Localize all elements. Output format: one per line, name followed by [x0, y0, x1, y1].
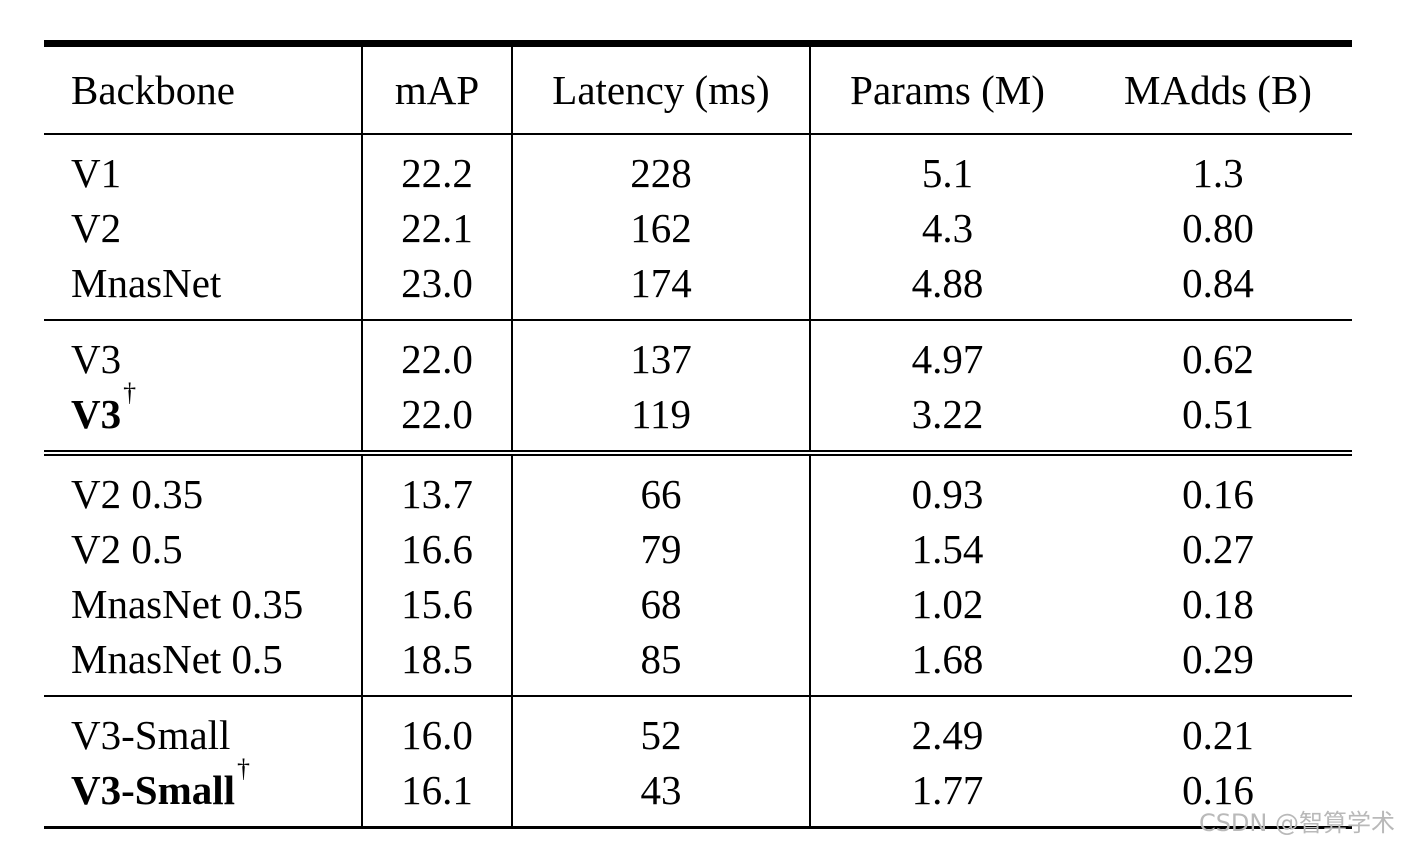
cell-backbone: V3† — [44, 380, 363, 456]
header-latency: Latency (ms) — [512, 47, 811, 135]
cell-params: 0.93 — [911, 471, 984, 517]
cell-map: 22.1 — [362, 201, 513, 256]
cell-params: 4.88 — [810, 256, 1084, 321]
table-row: MnasNet 23.0 174 4.88 0.84 — [44, 256, 1352, 321]
cell-madds: 0.16 — [1182, 471, 1254, 517]
cell-params: 1.54 — [911, 526, 984, 572]
cell-latency: 137 — [512, 320, 811, 387]
cell-map: 22.2 — [362, 134, 513, 201]
backbone-name: V3-Small — [71, 767, 235, 813]
table-row: V3-Small 16.0 52 2.49 0.21 — [44, 696, 1352, 763]
watermark: CSDN @智算学术 — [1198, 809, 1395, 837]
cell-madds: 0.29 — [1084, 632, 1352, 697]
table-row: V2 22.1 162 4.3 0.80 — [44, 201, 1352, 256]
cell-map: 23.0 — [362, 256, 513, 321]
cell-madds: 0.80 — [1182, 205, 1254, 251]
cell-map: 16.6 — [362, 522, 513, 577]
cell-map: 16.1 — [362, 763, 513, 826]
header-params: Params (M) — [810, 47, 1084, 135]
cell-latency: 174 — [512, 256, 811, 321]
cell-madds: 0.84 — [1084, 256, 1352, 321]
cell-backbone: MnasNet — [44, 256, 363, 321]
cell-madds: 0.18 — [1182, 581, 1254, 627]
table-row: V2 0.5 16.6 79 1.54 0.27 — [44, 522, 1352, 577]
cell-backbone: MnasNet 0.5 — [44, 632, 363, 697]
table-row: MnasNet 0.35 15.6 68 1.02 0.18 — [44, 577, 1352, 632]
cell-params: 2.49 — [911, 712, 984, 758]
cell-map: 16.0 — [362, 696, 513, 763]
cell-map: 22.0 — [362, 320, 513, 387]
cell-backbone: V3-Small† — [44, 756, 363, 826]
cell-madds: 1.3 — [1192, 150, 1244, 196]
backbone-name: V2 — [71, 205, 122, 251]
backbone-name: V3 — [71, 391, 122, 437]
cell-latency: 52 — [512, 696, 811, 763]
cell-params: 3.22 — [810, 387, 1084, 456]
cell-backbone: V3-Small — [44, 696, 363, 763]
cell-madds: 0.62 — [1182, 336, 1254, 382]
cell-latency: 228 — [512, 134, 811, 201]
cell-latency: 85 — [512, 632, 811, 697]
cell-latency: 119 — [512, 387, 811, 456]
bottom-rule — [44, 826, 1352, 829]
cell-latency: 79 — [512, 522, 811, 577]
cell-backbone: V2 — [44, 201, 363, 256]
cell-madds: 0.21 — [1182, 712, 1254, 758]
results-table: Backbone mAP Latency (ms) Params (M) MAd… — [44, 47, 1352, 826]
table-row: V3† 22.0 119 3.22 0.51 — [44, 380, 1352, 456]
header-madds: MAdds (B) — [1084, 47, 1352, 135]
cell-madds: 0.27 — [1182, 526, 1254, 572]
cell-map: 13.7 — [362, 453, 513, 522]
cell-backbone: V3 — [44, 320, 363, 387]
cell-backbone: MnasNet 0.35 — [44, 577, 363, 632]
header-row: Backbone mAP Latency (ms) Params (M) MAd… — [44, 47, 1352, 135]
table-row: V3 22.0 137 4.97 0.62 — [44, 320, 1352, 387]
cell-params: 1.02 — [911, 581, 984, 627]
cell-backbone: V2 0.35 — [44, 453, 363, 522]
table-body: V1 22.2 228 5.1 1.3 V2 22.1 162 4.3 0.80 MnasNet 23… — [44, 134, 1352, 826]
header-backbone: Backbone — [44, 47, 363, 135]
backbone-name: MnasNet 0.5 — [71, 636, 283, 682]
dagger-mark: † — [237, 754, 250, 783]
cell-backbone: V1 — [44, 134, 363, 201]
cell-params: 5.1 — [921, 150, 974, 196]
cell-latency: 162 — [512, 201, 811, 256]
backbone-name: V3 — [71, 336, 122, 382]
cell-map: 18.5 — [362, 632, 513, 697]
cell-params: 4.97 — [911, 336, 984, 382]
table-row: V3-Small† 16.1 43 1.77 0.16 — [44, 756, 1352, 826]
table-row: V1 22.2 228 5.1 1.3 — [44, 134, 1352, 201]
table-row: MnasNet 0.5 18.5 85 1.68 0.29 — [44, 632, 1352, 697]
backbone-name: V1 — [71, 150, 122, 196]
results-table-container: Backbone mAP Latency (ms) Params (M) MAd… — [44, 40, 1352, 829]
cell-latency: 68 — [512, 577, 811, 632]
cell-params: 1.68 — [810, 632, 1084, 697]
cell-madds: 0.51 — [1084, 387, 1352, 456]
cell-map: 22.0 — [362, 387, 513, 456]
table-row: V2 0.35 13.7 66 0.93 0.16 — [44, 453, 1352, 522]
cell-backbone: V2 0.5 — [44, 522, 363, 577]
cell-params: 4.3 — [921, 205, 974, 251]
backbone-name: V2 0.5 — [71, 526, 183, 572]
backbone-name: MnasNet 0.35 — [71, 581, 304, 627]
cell-params: 1.77 — [911, 767, 984, 813]
cell-map: 15.6 — [362, 577, 513, 632]
cell-latency: 43 — [512, 763, 811, 826]
cell-latency: 66 — [512, 453, 811, 522]
backbone-name: V3-Small — [71, 712, 231, 758]
dagger-mark: † — [123, 378, 137, 407]
header-map: mAP — [362, 47, 513, 135]
backbone-name: V2 0.35 — [71, 471, 204, 517]
backbone-name: MnasNet — [71, 260, 222, 306]
top-rule — [44, 40, 1352, 47]
cell-madds: 0.16 — [1182, 767, 1254, 813]
